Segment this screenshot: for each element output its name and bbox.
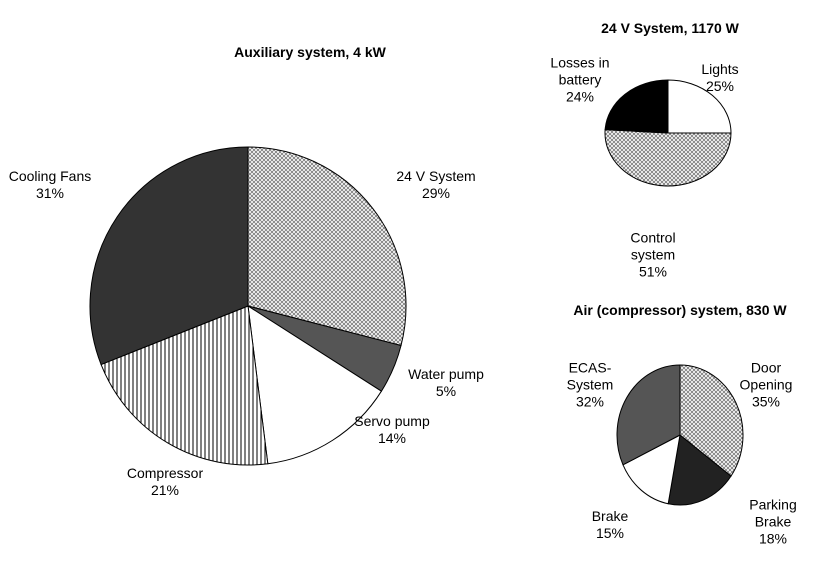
pie-slice	[247, 146, 407, 347]
pie-slice	[679, 364, 744, 477]
slice-label: 24 V System 29%	[381, 168, 491, 202]
slice-label: Losses in battery 24%	[543, 55, 618, 106]
value-label: 31%	[35, 185, 65, 201]
value-label: 35%	[751, 393, 781, 410]
value-label: 21%	[150, 482, 180, 498]
pie-slice	[667, 79, 732, 134]
slice-label: Brake 15%	[580, 508, 640, 542]
pie-slice	[247, 305, 383, 465]
chart-title: 24 V System, 1170 W	[601, 20, 739, 36]
chart-title: Auxiliary system, 4 kW	[234, 44, 386, 60]
slice-label: Compressor 21%	[115, 465, 215, 499]
slice-label: Cooling Fans 31%	[0, 168, 100, 202]
category-label: Servo pump	[354, 413, 430, 429]
pie-slice	[667, 434, 732, 506]
category-label: Lights	[701, 61, 739, 77]
category-label: Brake	[591, 508, 629, 524]
category-label: Compressor	[126, 465, 204, 481]
chart-title: Air (compressor) system, 830 W	[573, 302, 787, 318]
value-label: 24%	[565, 88, 595, 105]
pie-slice	[616, 364, 681, 466]
pie-slice	[89, 146, 249, 366]
value-label: 25%	[705, 78, 735, 94]
value-label: 32%	[575, 393, 605, 410]
slice-label: ECAS-System 32%	[564, 360, 616, 411]
slice-label: Control system 51%	[623, 230, 683, 281]
value-label: 18%	[758, 530, 788, 547]
category-label: Parking Brake	[749, 496, 797, 530]
value-label: 29%	[421, 185, 451, 201]
category-label: 24 V System	[396, 168, 476, 184]
pie-slice	[100, 305, 269, 466]
slice-label: Lights 25%	[690, 61, 750, 95]
value-label: 51%	[638, 263, 668, 280]
category-label: Water pump	[408, 366, 484, 382]
slice-label: Servo pump 14%	[342, 413, 442, 447]
category-label: Losses in battery	[550, 54, 610, 88]
pie-slice	[604, 79, 669, 134]
category-label: ECAS-System	[566, 359, 614, 393]
category-label: Control system	[630, 229, 676, 263]
slice-label: Water pump 5%	[396, 366, 496, 400]
value-label: 14%	[377, 430, 407, 446]
value-label: 5%	[435, 383, 457, 399]
category-label: Door Opening	[739, 359, 793, 393]
pie-slice	[622, 434, 681, 505]
slice-label: Door Opening 35%	[731, 360, 801, 411]
pie-slice	[604, 129, 732, 187]
category-label: Cooling Fans	[8, 168, 92, 184]
slice-label: Parking Brake 18%	[743, 497, 803, 548]
value-label: 15%	[595, 525, 625, 541]
